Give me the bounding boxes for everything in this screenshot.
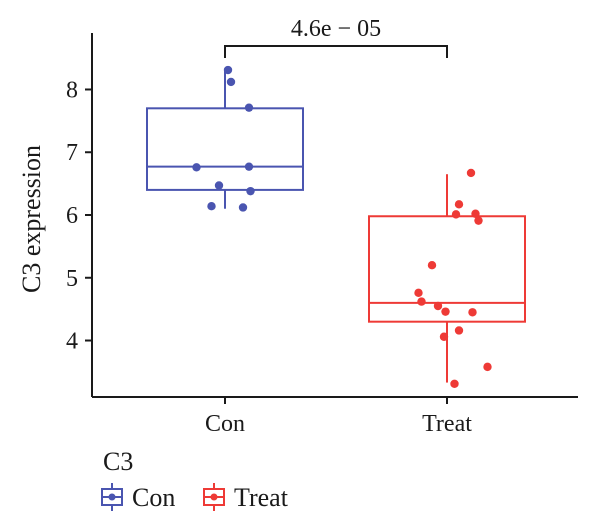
data-point-con (244, 103, 254, 112)
data-point-con (244, 162, 254, 171)
legend: C3 Con Treat (101, 447, 289, 512)
y-tick-label: 6 (66, 203, 78, 229)
y-tick-label: 7 (66, 140, 78, 166)
axes: 4 5 6 7 8 Con Treat (66, 33, 578, 437)
data-point-con (226, 77, 236, 87)
data-point-con (223, 65, 233, 75)
data-point-treat (454, 200, 464, 209)
data-point-treat (474, 216, 483, 225)
x-tick-label: Treat (422, 411, 472, 437)
p-value-label: 4.6e − 05 (291, 16, 381, 42)
box-iqr (368, 215, 526, 323)
data-point-treat (427, 261, 437, 270)
legend-label: Con (132, 483, 175, 512)
data-point-treat (450, 379, 459, 389)
data-point-con (246, 186, 255, 196)
box-treat (368, 174, 526, 383)
data-point-treat (417, 297, 426, 306)
data-point-treat (483, 362, 492, 372)
data-point-treat (433, 301, 443, 311)
data-point-con (192, 163, 201, 172)
y-tick-label: 8 (66, 77, 78, 103)
x-tick-label: Con (205, 411, 245, 437)
legend-item-treat: Treat (203, 483, 289, 512)
legend-title: C3 (103, 447, 133, 476)
data-point-treat (414, 288, 423, 298)
y-tick-label: 4 (66, 329, 78, 355)
data-point-con (214, 181, 224, 190)
data-point-con (238, 203, 248, 212)
data-point-treat (451, 210, 461, 219)
legend-key-point (108, 493, 116, 501)
box-iqr (146, 107, 304, 191)
legend-item-con: Con (101, 483, 175, 512)
data-point-con (207, 202, 216, 211)
significance-annotation: 4.6e − 05 (224, 16, 448, 58)
legend-label: Treat (234, 483, 289, 512)
data-points (192, 65, 492, 389)
box-con (146, 70, 304, 209)
data-point-treat (468, 308, 477, 317)
data-point-treat (471, 209, 480, 218)
significance-bracket (224, 45, 448, 58)
data-point-treat (454, 326, 464, 335)
boxes (146, 70, 526, 383)
y-axis-title: C3 expression (17, 145, 46, 293)
data-point-treat (466, 168, 476, 178)
y-tick-label: 5 (66, 266, 78, 292)
data-point-treat (441, 307, 450, 316)
data-point-treat (439, 332, 449, 341)
legend-key-point (210, 493, 218, 501)
